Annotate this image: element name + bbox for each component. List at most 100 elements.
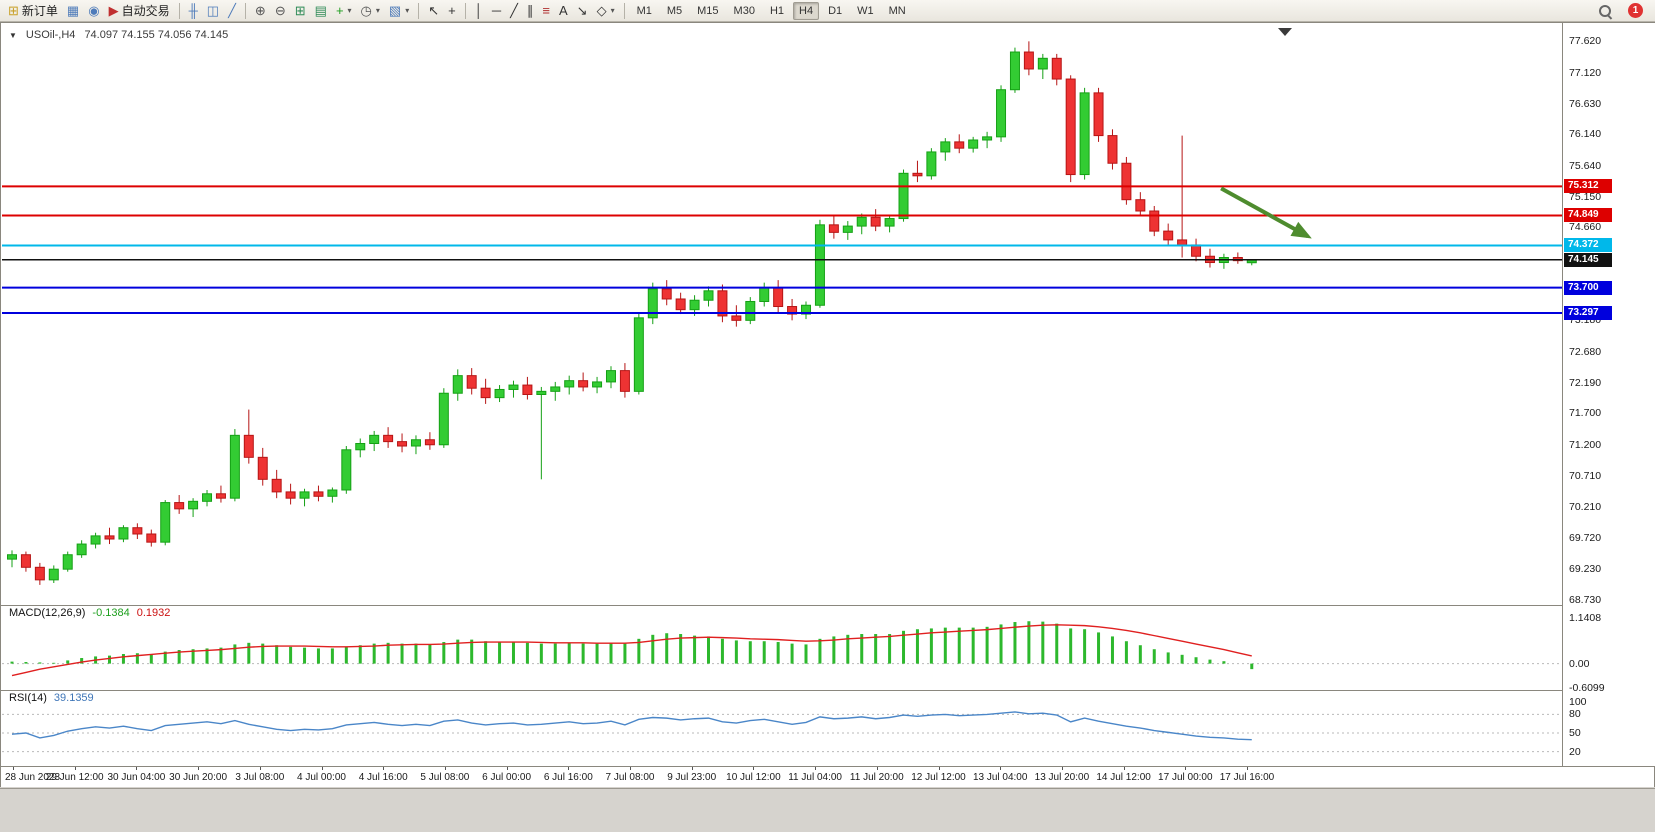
rsi-panel-separator[interactable]: [1, 690, 1655, 691]
search-icon[interactable]: [1597, 3, 1613, 19]
candle: [968, 136, 979, 153]
vertical-line-button[interactable]: │: [471, 1, 487, 21]
time-tick: [259, 767, 261, 770]
charts-window-button[interactable]: ▦: [63, 1, 83, 21]
horizontal-line-button[interactable]: ─: [488, 1, 505, 21]
candle: [814, 219, 825, 308]
time-label: 14 Jul 12:00: [1096, 772, 1151, 783]
time-label: 17 Jul 00:00: [1158, 772, 1213, 783]
candle: [90, 532, 101, 549]
macd-scale-label: 1.1408: [1569, 612, 1602, 624]
time-tick: [1123, 767, 1125, 770]
time-tick: [1061, 767, 1063, 770]
chart-properties-icon: ▧: [388, 3, 402, 18]
candlesticks: [7, 41, 1257, 585]
dropdown-caret-icon: ▾: [405, 6, 410, 15]
fibonacci-button[interactable]: ≡: [538, 1, 554, 21]
toolbar-separator: [418, 2, 420, 19]
candle: [1023, 41, 1034, 76]
zoom-out-button[interactable]: ⊖: [271, 1, 290, 21]
shapes-icon: ◇: [596, 3, 607, 18]
price-tick: 77.120: [1569, 66, 1602, 79]
candle: [174, 495, 185, 514]
macd-signal-line: [11, 624, 1252, 677]
rsi-line: [11, 711, 1252, 741]
timeframe-h4-button[interactable]: H4: [793, 1, 820, 20]
dropdown-caret-icon: ▾: [375, 6, 380, 15]
arrows-tool-button[interactable]: ↘: [573, 1, 592, 21]
candle: [369, 430, 380, 452]
time-tick: [444, 767, 446, 770]
time-label: 9 Jul 23:00: [667, 772, 717, 783]
notification-badge[interactable]: 1: [1628, 3, 1643, 18]
time-tick: [630, 767, 631, 770]
candle: [578, 372, 589, 392]
time-tick: [1000, 767, 1002, 770]
arrange-windows-button[interactable]: ▤: [311, 1, 331, 21]
candle: [104, 527, 115, 545]
rsi-name: RSI(14): [9, 692, 47, 704]
macd-panel-separator[interactable]: [1, 605, 1655, 606]
candle: [132, 523, 143, 540]
new-order-button[interactable]: ⊞ 新订单: [4, 1, 62, 21]
candle: [480, 378, 491, 404]
trendline-button[interactable]: ╱: [506, 1, 522, 21]
chart-title: ▼ USOil-,H4 74.097 74.155 74.056 74.145: [9, 29, 229, 41]
timeframe-m1-button[interactable]: M1: [636, 4, 652, 17]
time-label: 30 Jun 20:00: [169, 772, 228, 783]
timeframe-m30-button[interactable]: M30: [733, 4, 755, 17]
add-indicator-button[interactable]: + ▾: [332, 1, 356, 21]
autotrading-button[interactable]: ▶ 自动交易: [105, 1, 174, 21]
add-indicator-icon: +: [335, 3, 344, 18]
timeframe-w1-button[interactable]: W1: [857, 4, 874, 17]
candle: [940, 138, 951, 161]
periods-button[interactable]: ◷ ▾: [357, 1, 384, 21]
candle: [898, 169, 909, 222]
timeframe-mn-button[interactable]: MN: [888, 4, 906, 17]
symbol-menu-icon[interactable]: ▼: [9, 30, 17, 40]
macd-name: MACD(12,26,9): [9, 607, 86, 619]
time-label: 11 Jul 20:00: [849, 772, 904, 783]
main-chart[interactable]: [2, 25, 1562, 605]
zoom-in-button[interactable]: ⊕: [251, 1, 270, 21]
candle: [243, 409, 254, 464]
profiles-button[interactable]: ◉: [84, 1, 103, 21]
trend-arrow[interactable]: [1220, 186, 1309, 238]
price-tick: 70.710: [1569, 469, 1602, 482]
candle: [619, 363, 630, 398]
time-label: 30 Jun 04:00: [107, 772, 166, 783]
candle: [703, 286, 714, 307]
candle: [299, 488, 310, 507]
cursor-icon: ↖: [428, 3, 440, 18]
candle: [1218, 253, 1229, 269]
price-line-label: 75.312: [1564, 179, 1612, 194]
chart-shift-marker[interactable]: [1278, 28, 1292, 36]
candle: [536, 386, 547, 480]
channel-button[interactable]: ∥: [523, 1, 538, 21]
candle: [773, 280, 784, 313]
candle: [383, 427, 394, 448]
timeframe-h1-button[interactable]: H1: [769, 4, 785, 17]
rsi-scale-label: 80: [1569, 708, 1581, 721]
candle: [731, 305, 742, 327]
candle: [1191, 238, 1202, 262]
cursor-button[interactable]: ↖: [424, 1, 443, 21]
line-chart-button[interactable]: ╱: [224, 1, 240, 21]
time-axis: 28 Jun 2023 29 Jun 12:00 30 Jun 04:00 30 Ju…: [1, 766, 1654, 787]
text-tool-button[interactable]: A: [555, 1, 572, 21]
candle: [912, 160, 923, 183]
bar-chart-button[interactable]: ╫: [185, 1, 202, 21]
shapes-tool-button[interactable]: ◇ ▾: [593, 1, 619, 21]
timeframe-d1-button[interactable]: D1: [828, 4, 843, 17]
timeframe-m5-button[interactable]: M5: [666, 4, 683, 17]
chart-properties-button[interactable]: ▧ ▾: [385, 1, 413, 21]
timeframe-m15-button[interactable]: M15: [697, 4, 719, 17]
macd-label: MACD(12,26,9) -0.1384 0.1932: [9, 607, 171, 619]
tile-windows-button[interactable]: ⊞: [291, 1, 310, 21]
candlestick-chart-button[interactable]: ◫: [203, 1, 223, 21]
crosshair-button[interactable]: +: [444, 1, 460, 21]
time-label: 28 Jun 2023: [5, 772, 61, 783]
time-label: 29 Jun 12:00: [45, 772, 104, 783]
time-tick: [74, 767, 76, 770]
candle: [647, 282, 658, 325]
